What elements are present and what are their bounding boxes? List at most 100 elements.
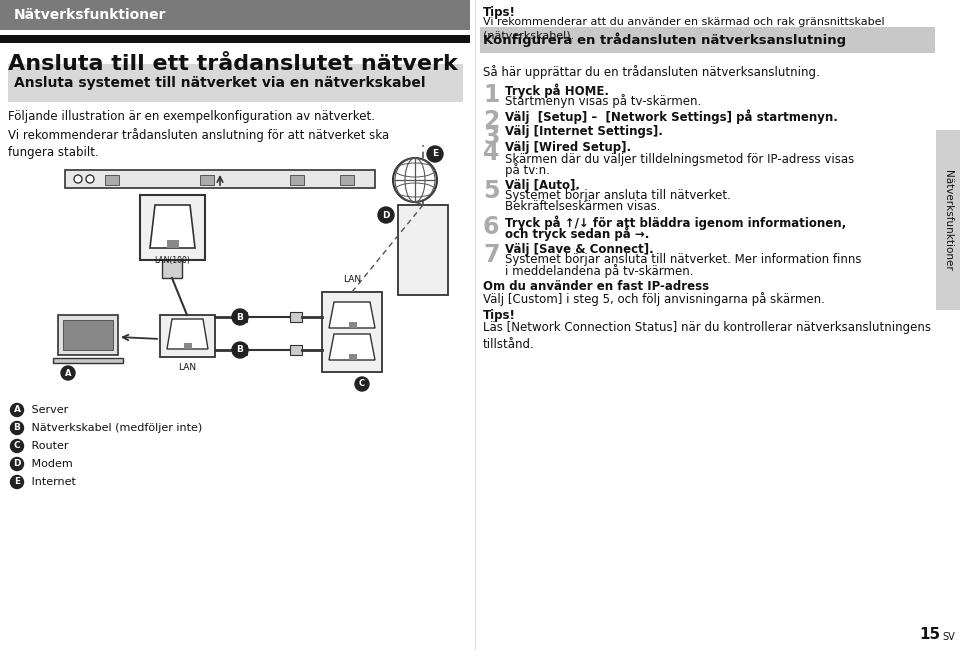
Circle shape — [378, 207, 394, 223]
Text: E: E — [14, 478, 20, 486]
Text: 7: 7 — [483, 242, 499, 266]
Text: Välj [Internet Settings].: Välj [Internet Settings]. — [505, 125, 662, 138]
Text: Välj  [Setup] –  [Network Settings] på startmenyn.: Välj [Setup] – [Network Settings] på sta… — [505, 109, 838, 124]
Text: D: D — [13, 460, 21, 469]
Text: på tv:n.: på tv:n. — [505, 163, 550, 177]
Text: 6: 6 — [483, 216, 499, 239]
Text: Konfigurera en trådansluten nätverksanslutning: Konfigurera en trådansluten nätverksansl… — [483, 32, 846, 47]
Polygon shape — [167, 319, 208, 349]
Text: Välj [Custom] i steg 5, och följ anvisningarna på skärmen.: Välj [Custom] i steg 5, och följ anvisni… — [483, 292, 825, 306]
Circle shape — [427, 146, 443, 162]
Text: B: B — [236, 313, 244, 322]
Text: D: D — [382, 211, 390, 220]
Text: Nätverksfunktioner: Nätverksfunktioner — [943, 170, 953, 270]
Text: C: C — [13, 441, 20, 450]
Text: Systemet börjar ansluta till nätverket.: Systemet börjar ansluta till nätverket. — [505, 190, 731, 203]
Bar — [290, 312, 302, 322]
Polygon shape — [329, 334, 375, 360]
Text: Nätverksfunktioner: Nätverksfunktioner — [14, 8, 166, 22]
Circle shape — [232, 342, 248, 358]
Text: B: B — [236, 346, 244, 354]
Text: Välj [Wired Setup].: Välj [Wired Setup]. — [505, 142, 631, 155]
Bar — [184, 343, 192, 349]
Text: 4: 4 — [483, 142, 499, 166]
Text: Ansluta till ett trådanslutet nätverk: Ansluta till ett trådanslutet nätverk — [8, 54, 458, 74]
Circle shape — [11, 476, 23, 489]
Text: och tryck sedan på →.: och tryck sedan på →. — [505, 226, 649, 241]
Text: C: C — [359, 380, 365, 389]
Bar — [140, 195, 205, 260]
Circle shape — [232, 309, 248, 325]
Text: Startmenyn visas på tv-skärmen.: Startmenyn visas på tv-skärmen. — [505, 94, 701, 108]
Text: Tips!: Tips! — [483, 309, 516, 322]
Bar — [340, 175, 354, 185]
Text: E: E — [432, 150, 438, 159]
Text: SV: SV — [942, 632, 955, 642]
Bar — [8, 64, 463, 102]
Text: B: B — [13, 424, 20, 432]
Bar — [65, 170, 375, 188]
Text: i meddelandena på tv-skärmen.: i meddelandena på tv-skärmen. — [505, 264, 693, 278]
Circle shape — [11, 404, 23, 417]
Text: Ansluta systemet till nätverket via en nätverkskabel: Ansluta systemet till nätverket via en n… — [14, 76, 425, 90]
Circle shape — [11, 421, 23, 434]
Circle shape — [393, 158, 437, 202]
Text: Nätverkskabel (medföljer inte): Nätverkskabel (medföljer inte) — [28, 423, 203, 433]
Text: Om du använder en fast IP-adress: Om du använder en fast IP-adress — [483, 280, 709, 292]
Text: Bekräftelseskärmen visas.: Bekräftelseskärmen visas. — [505, 200, 660, 213]
Bar — [160, 315, 215, 357]
Bar — [322, 292, 382, 372]
Text: LAN: LAN — [178, 363, 196, 372]
Text: Tryck på ↑/↓ för att bläddra igenom informationen,: Tryck på ↑/↓ för att bläddra igenom info… — [505, 216, 847, 230]
Bar — [235, 345, 247, 355]
Text: LAN: LAN — [343, 275, 361, 284]
Text: Vi rekommenderar att du använder en skärmad och rak gränsnittskabel
(nätverkskab: Vi rekommenderar att du använder en skär… — [483, 17, 884, 40]
Bar — [349, 322, 357, 328]
Bar — [290, 345, 302, 355]
Text: Server: Server — [28, 405, 68, 415]
Text: A: A — [13, 406, 20, 415]
Bar — [349, 354, 357, 360]
Text: A: A — [64, 369, 71, 378]
FancyBboxPatch shape — [53, 358, 123, 363]
Bar — [58, 315, 118, 355]
Bar — [200, 175, 214, 185]
Bar — [398, 205, 448, 295]
Text: Internet: Internet — [28, 477, 76, 487]
Polygon shape — [329, 302, 375, 328]
Text: Följande illustration är en exempelkonfiguration av nätverket.
Vi rekommenderar : Följande illustration är en exempelkonfi… — [8, 110, 389, 159]
Bar — [162, 260, 182, 278]
Circle shape — [86, 175, 94, 183]
Circle shape — [355, 377, 369, 391]
Bar — [0, 35, 470, 43]
Text: Välj [Save & Connect].: Välj [Save & Connect]. — [505, 242, 654, 255]
Text: Router: Router — [28, 441, 68, 451]
Text: Välj [Auto].: Välj [Auto]. — [505, 179, 580, 192]
Circle shape — [11, 458, 23, 471]
Text: Så här upprättar du en trådansluten nätverksanslutning.: Så här upprättar du en trådansluten nätv… — [483, 65, 820, 79]
Bar — [290, 175, 304, 185]
Bar — [235, 312, 247, 322]
Circle shape — [74, 175, 82, 183]
Bar — [105, 175, 119, 185]
Text: 3: 3 — [483, 125, 499, 150]
Text: LAN(100): LAN(100) — [154, 256, 190, 265]
Bar — [167, 240, 179, 248]
Bar — [63, 320, 113, 350]
Text: 1: 1 — [483, 83, 499, 107]
Bar — [480, 27, 935, 53]
Circle shape — [11, 439, 23, 452]
Polygon shape — [150, 205, 195, 248]
Text: 15: 15 — [919, 627, 940, 642]
Text: 5: 5 — [483, 179, 499, 203]
Bar — [0, 0, 470, 30]
Text: 2: 2 — [483, 109, 499, 133]
Text: Skärmen där du väljer tilldelningsmetod för IP-adress visas: Skärmen där du väljer tilldelningsmetod … — [505, 153, 854, 166]
Bar — [936, 130, 960, 310]
Text: Läs [Network Connection Status] när du kontrollerar nätverksanslutningens
tillst: Läs [Network Connection Status] när du k… — [483, 322, 931, 352]
Text: Tryck på HOME.: Tryck på HOME. — [505, 83, 609, 98]
Text: Tips!: Tips! — [483, 6, 516, 19]
Circle shape — [61, 366, 75, 380]
Text: Modem: Modem — [28, 459, 73, 469]
Text: Systemet börjar ansluta till nätverket. Mer information finns: Systemet börjar ansluta till nätverket. … — [505, 254, 861, 266]
